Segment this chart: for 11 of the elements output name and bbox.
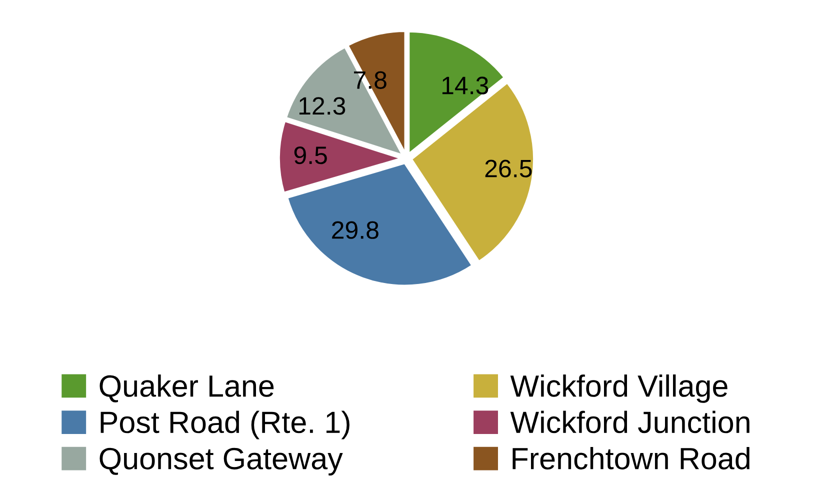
legend-label: Frenchtown Road: [512, 447, 750, 470]
legend-label: Wickford Junction: [510, 410, 750, 434]
legend-label: Quonset Gateway: [100, 448, 343, 476]
legend-label: Quaker Lane: [100, 374, 274, 402]
data-label: 14.3: [442, 76, 488, 94]
legend-label: Post Road (Rte. 1): [100, 410, 350, 440]
data-label: 26.5: [485, 160, 532, 178]
data-label: 9.5: [294, 146, 327, 164]
legend-label: Wickford Village: [510, 374, 728, 403]
data-label: 12.3: [299, 97, 346, 115]
data-label: 29.8: [332, 221, 378, 239]
